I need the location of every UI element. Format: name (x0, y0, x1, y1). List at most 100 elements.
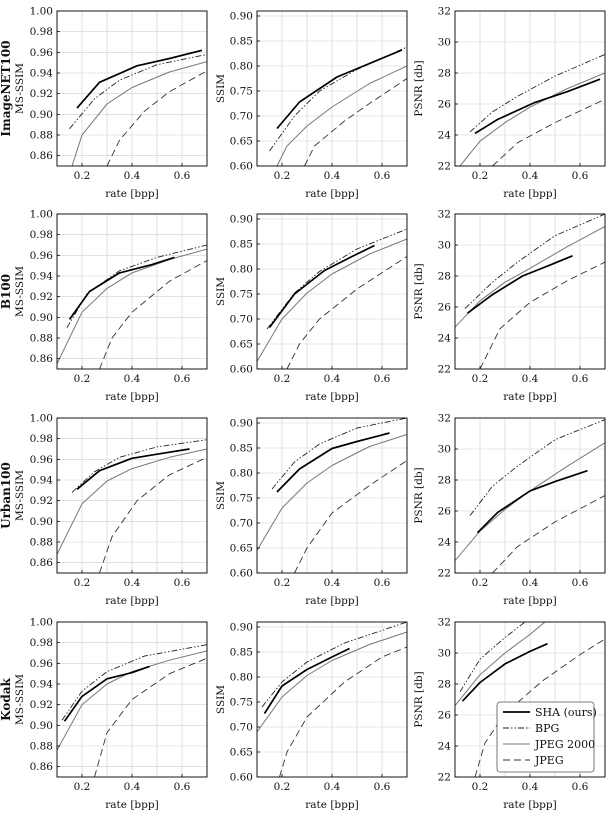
x-tick-label: 0.6 (374, 170, 391, 182)
y-tick-label: 0.98 (30, 637, 53, 649)
y-tick-label: 30 (438, 444, 451, 456)
y-tick-label: 0.92 (30, 88, 53, 100)
chart-imagenet100-psnr-db: 0.2 0.4 0.6 22 24 26 28 30 32 rate [bpp] PSNR [db] (413, 6, 606, 200)
series-group (257, 622, 407, 777)
y-tick-label: 0.75 (230, 86, 253, 98)
y-tick-label: 0.80 (230, 468, 253, 480)
x-tick-label: 0.6 (374, 373, 391, 385)
y-axis-label: SSIM (215, 277, 227, 306)
y-tick-label: 0.70 (230, 722, 253, 734)
x-tick-label: 0.6 (174, 170, 191, 182)
dataset-label: ImageNET100 (0, 40, 13, 136)
chart-b100-psnr-db: 0.2 0.4 0.6 22 24 26 28 30 32 rate [bpp] PSNR [db] (413, 209, 606, 403)
chart-urban100-ssim: 0.2 0.4 0.6 0.60 0.65 0.70 0.75 0.80 0.85 0.90 rat… (215, 418, 408, 607)
y-tick-label: 1.00 (30, 6, 53, 18)
x-tick-label: 0.2 (472, 373, 489, 385)
y-tick-label: 0.98 (30, 433, 53, 445)
y-tick-label: 0.60 (230, 568, 253, 580)
series-line-bpg (459, 622, 526, 693)
x-tick-label: 0.4 (522, 373, 539, 385)
y-axis-label: PSNR [db] (413, 263, 425, 319)
series-line-jp2k (276, 65, 407, 166)
grid (256, 214, 408, 370)
y-tick-label: 0.88 (30, 537, 53, 549)
series-group (69, 49, 207, 166)
chart-kodak-ms-ssim: 0.2 0.4 0.6 0.86 0.88 0.90 0.92 0.94 0.96 0.98 1.0… (0, 617, 208, 811)
y-tick-label: 24 (438, 537, 452, 549)
y-tick-label: 32 (438, 6, 451, 18)
x-axis-label: rate [bpp] (503, 595, 556, 607)
x-tick-label: 0.4 (124, 577, 141, 589)
y-tick-label: 0.96 (30, 47, 54, 59)
x-tick-label: 0.2 (74, 170, 91, 182)
x-tick-label: 0.2 (274, 373, 291, 385)
y-tick-label: 22 (438, 161, 451, 173)
series-line-jpeg (99, 260, 207, 369)
dataset-label: Urban100 (0, 462, 13, 529)
x-tick-label: 0.2 (74, 577, 91, 589)
series-line-jp2k (57, 650, 207, 751)
series-line-bpg (269, 46, 407, 152)
series-line-sha (263, 647, 350, 714)
y-tick-label: 0.70 (230, 314, 253, 326)
series-group (257, 418, 407, 573)
grid (454, 213, 606, 370)
x-tick-label: 0.6 (174, 781, 191, 793)
x-axis-label: rate [bpp] (305, 188, 358, 200)
y-tick-label: 28 (438, 271, 451, 283)
x-axis-label: rate [bpp] (105, 391, 158, 403)
x-tick-label: 0.4 (522, 781, 539, 793)
series-line-bpg (464, 214, 605, 309)
chart-kodak-ssim: 0.2 0.4 0.6 0.60 0.65 0.70 0.75 0.80 0.85 0.90 rat… (215, 622, 408, 811)
series-line-bpg (71, 439, 207, 493)
y-tick-label: 26 (438, 710, 452, 722)
series-line-jp2k (455, 622, 546, 707)
y-tick-label: 30 (438, 648, 451, 660)
x-axis-label: rate [bpp] (305, 391, 358, 403)
grid (56, 10, 208, 166)
series-line-jp2k (71, 61, 207, 166)
x-axis-label: rate [bpp] (503, 799, 556, 811)
legend-label-jp2k: JPEG 2000 (534, 738, 595, 751)
x-tick-label: 0.2 (274, 170, 291, 182)
series-line-bpg (271, 418, 407, 490)
y-tick-label: 0.65 (230, 543, 253, 555)
y-tick-label: 0.85 (230, 647, 253, 659)
y-tick-label: 0.90 (230, 214, 253, 226)
series-group (459, 53, 605, 166)
legend-label-sha: SHA (ours) (535, 706, 597, 719)
series-group (57, 439, 207, 573)
y-tick-label: 0.88 (30, 333, 53, 345)
legend-entry-jpeg: JPEG (503, 754, 564, 767)
legend-entry-sha: SHA (ours) (503, 706, 597, 719)
y-tick-label: 0.60 (230, 772, 253, 784)
series-line-bpg (61, 644, 207, 721)
y-tick-label: 0.88 (30, 130, 53, 142)
y-tick-label: 0.60 (230, 364, 253, 376)
x-tick-label: 0.2 (74, 373, 91, 385)
series-line-jp2k (257, 434, 407, 551)
series-group (57, 644, 207, 777)
x-tick-label: 0.2 (472, 170, 489, 182)
y-axis-label: MS-SSIM (14, 266, 26, 317)
y-axis-label: PSNR [db] (413, 60, 425, 116)
series-line-jpeg (279, 646, 407, 777)
y-tick-label: 0.80 (230, 264, 253, 276)
x-axis-label: rate [bpp] (503, 188, 556, 200)
y-tick-label: 0.85 (230, 239, 253, 251)
y-tick-label: 1.00 (30, 209, 53, 221)
y-tick-label: 32 (438, 617, 451, 629)
series-group (257, 228, 407, 369)
x-tick-label: 0.6 (374, 781, 391, 793)
series-line-bpg (469, 419, 605, 516)
x-tick-label: 0.6 (572, 170, 589, 182)
y-tick-label: 1.00 (30, 617, 53, 629)
y-tick-label: 0.85 (230, 36, 253, 48)
series-line-jpeg (99, 456, 207, 573)
y-tick-label: 26 (438, 506, 452, 518)
legend-entry-jp2k: JPEG 2000 (503, 738, 595, 751)
series-group (455, 214, 605, 369)
y-tick-label: 0.65 (230, 339, 253, 351)
y-tick-label: 0.94 (30, 679, 54, 691)
